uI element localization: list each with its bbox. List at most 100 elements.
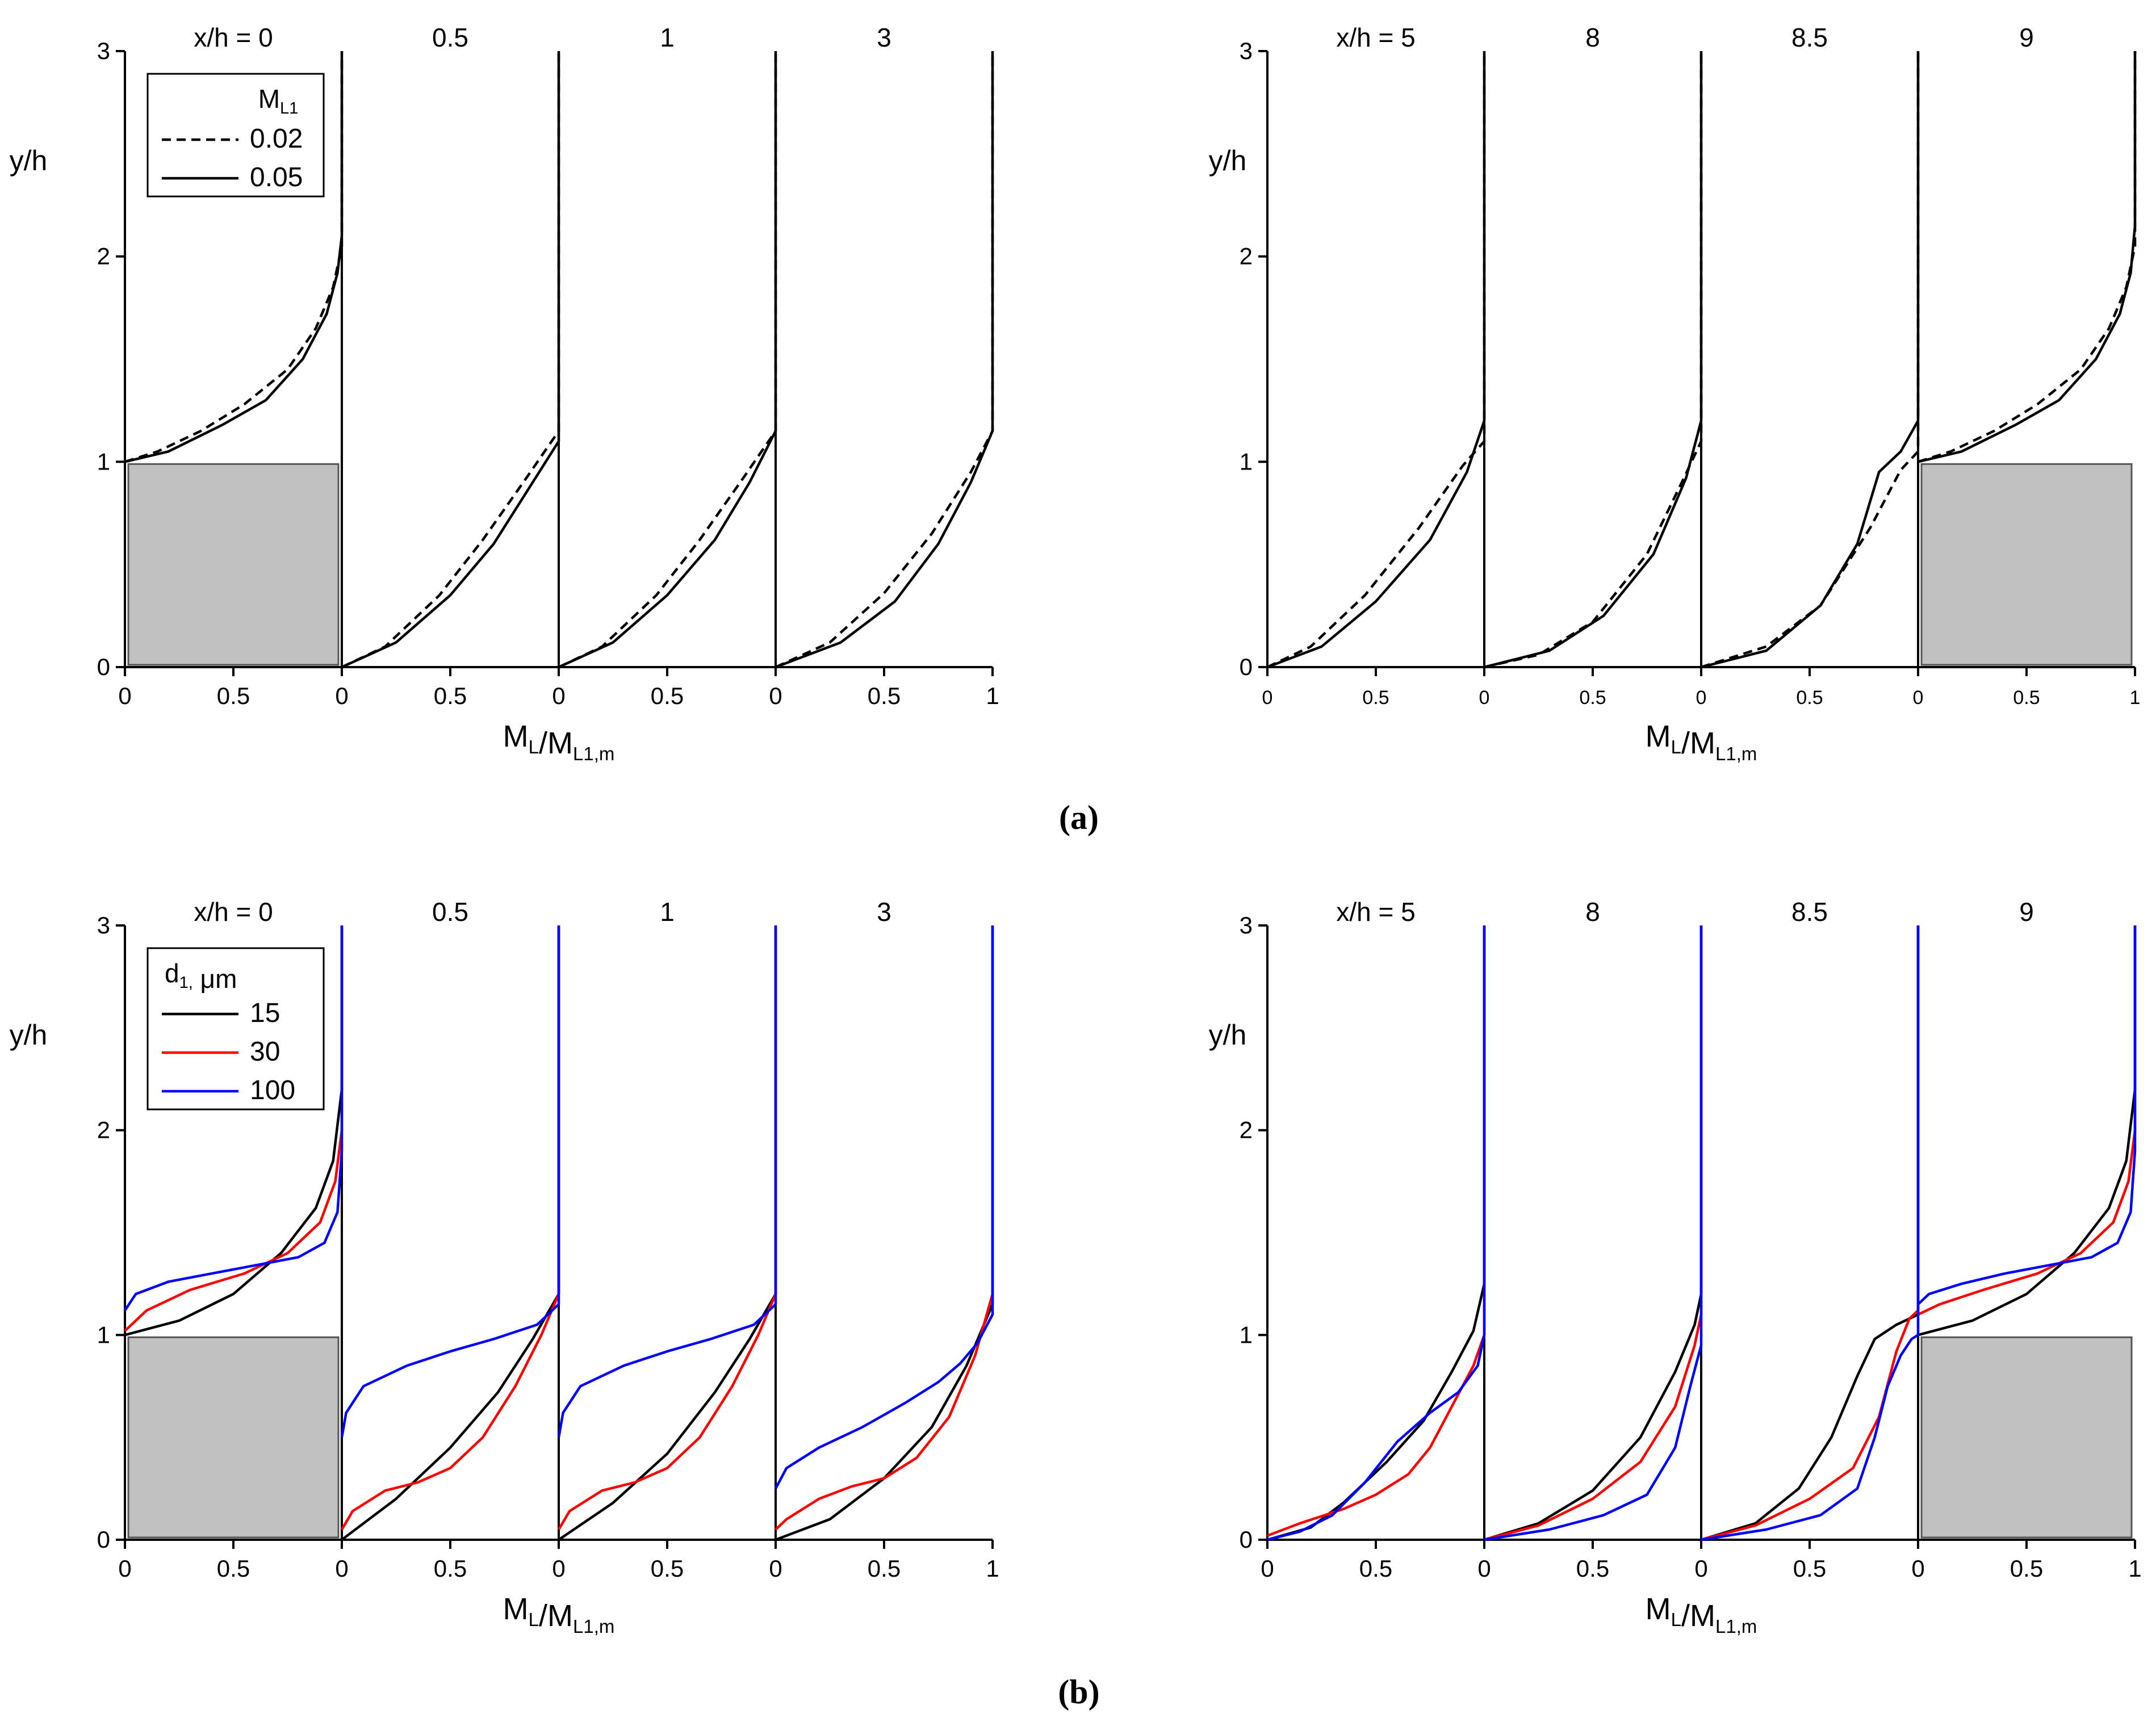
station-label: 1: [660, 23, 675, 52]
x-tick-label: 0.5: [1362, 687, 1389, 709]
profile-line-0.02-station-3: [775, 51, 994, 669]
x-tick-label: 0: [1261, 1555, 1274, 1582]
profile-line-15-station-3: [775, 925, 994, 1541]
x-tick-label: 0: [1911, 1555, 1924, 1582]
y-tick-label: 0: [1240, 1526, 1253, 1553]
station-label: x/h = 0: [194, 23, 273, 52]
station-label: 8: [1585, 23, 1600, 52]
profile-line-0.02-station-0: [1267, 51, 1486, 669]
legend-title: d1, μm: [165, 958, 237, 994]
x-tick-label: 0: [1479, 687, 1490, 709]
profile-line-30-station-2: [1701, 925, 1920, 1541]
profile-line-15-station-1: [341, 925, 560, 1541]
y-tick-label: 1: [97, 1321, 110, 1348]
profile-line-100-station-3: [1917, 925, 2137, 1305]
x-tick-label: 0.5: [1359, 1555, 1392, 1582]
station-label: 8.5: [1791, 23, 1828, 52]
obstacle-block: [1920, 1336, 2133, 1539]
profile-line-0.02-station-3: [1918, 51, 2137, 463]
legend-box: [146, 73, 325, 198]
station-label: 1: [660, 897, 675, 927]
chart-b-right: 0 1 2 3 0 0.5 0 0.5 0 0.5 0 0.5 1 x/h = 5 8 8.5 9 y/h ML/M…: [1209, 897, 2142, 1637]
legend-entry: 0.02: [250, 124, 303, 154]
x-tick-label: 0: [552, 682, 565, 709]
x-tick-label: 0.5: [651, 1555, 684, 1582]
station-label: 9: [2019, 897, 2034, 927]
y-tick-label: 0: [97, 1526, 110, 1553]
legend: ML1 0.02 0.05: [146, 73, 325, 198]
x-tick-label: 0: [335, 1555, 348, 1582]
profile-line-15-station-2: [1701, 925, 1920, 1541]
x-tick-label: 1: [2128, 1555, 2141, 1582]
legend-entry: 30: [250, 1037, 280, 1067]
x-tick-label: 0.5: [1793, 1555, 1826, 1582]
profile-line-30-station-0: [1267, 925, 1486, 1537]
profile-line-100-station-3: [775, 925, 994, 1489]
y-tick-label: 2: [1240, 1117, 1253, 1143]
station-label: x/h = 0: [194, 897, 273, 927]
y-tick-label: 3: [1240, 912, 1253, 938]
y-tick-label: 1: [1240, 1321, 1253, 1348]
x-tick-label: 0: [335, 682, 348, 709]
profile-line-0.02-station-2: [558, 51, 777, 669]
x-tick-label: 0.5: [1796, 687, 1823, 709]
x-tick-label: 0: [1477, 1555, 1491, 1582]
x-tick-label: 0.5: [434, 682, 467, 709]
profile-line-100-station-2: [557, 925, 777, 1438]
station-label: 9: [2019, 23, 2034, 52]
y-axis-label: y/h: [1209, 1019, 1247, 1051]
x-tick-label: 0.5: [868, 1555, 901, 1582]
profile-line-15-station-1: [1484, 925, 1703, 1541]
chart-a-right: 0 1 2 3 0 0.5 0 0.5 0 0.5 0 0.5 1 x/h = 5 8 8.5 9 y/h ML/M…: [1209, 23, 2141, 764]
legend-entry: 0.05: [250, 162, 303, 192]
profile-line-30-station-3: [775, 925, 994, 1531]
x-tick-label: 0: [552, 1555, 565, 1582]
profile-line-15-station-0: [1267, 925, 1486, 1541]
profile-line-0.05-station-2: [1701, 51, 1920, 669]
x-tick-label: 0.5: [1576, 1555, 1609, 1582]
station-label: 3: [877, 23, 891, 52]
x-axis-label: ML/ML1,m: [503, 1592, 615, 1637]
x-tick-label: 0: [769, 682, 782, 709]
profile-line-0.02-station-2: [1701, 51, 1920, 669]
profile-line-100-station-2: [1701, 925, 1920, 1541]
x-tick-label: 0.5: [1579, 687, 1606, 709]
x-tick-label: 0.5: [2010, 1555, 2043, 1582]
profile-line-0.05-station-3: [1918, 51, 2137, 463]
x-axis-label: ML/ML1,m: [503, 719, 615, 764]
profile-line-0.05-station-0: [124, 51, 344, 463]
profile-line-100-station-1: [1484, 925, 1703, 1541]
profile-line-0.05-station-2: [558, 51, 777, 669]
x-tick-label: 0.5: [217, 682, 250, 709]
y-tick-label: 0: [97, 653, 110, 680]
profile-line-0.05-station-1: [341, 51, 560, 669]
y-tick-label: 3: [97, 37, 110, 64]
x-tick-label: 0: [1262, 687, 1273, 709]
profile-line-30-station-0: [124, 925, 344, 1332]
y-tick-label: 1: [97, 448, 110, 475]
x-tick-label: 0.5: [434, 1555, 467, 1582]
profile-line-100-station-0: [1267, 925, 1486, 1541]
station-label: x/h = 5: [1336, 897, 1415, 927]
x-tick-label: 0: [1913, 687, 1924, 709]
obstacle-block: [127, 463, 340, 666]
station-label: 0.5: [432, 897, 468, 927]
profile-line-0.05-station-3: [775, 51, 994, 669]
y-tick-label: 2: [97, 243, 110, 270]
profile-line-0.02-station-1: [1484, 51, 1703, 669]
profile-line-30-station-2: [558, 925, 777, 1531]
profile-line-30-station-1: [341, 925, 560, 1531]
profile-line-0.05-station-1: [1484, 51, 1703, 669]
profile-line-30-station-3: [1918, 925, 2137, 1316]
y-axis-label: y/h: [10, 145, 48, 177]
profile-line-15-station-3: [1918, 925, 2137, 1336]
station-label: 8.5: [1791, 897, 1828, 927]
x-axis-label: ML/ML1,m: [1646, 1592, 1757, 1637]
x-tick-label: 0.5: [217, 1555, 250, 1582]
chart-a-left: 0 1 2 3 0 0.5 0 0.5 0 0.5 0 0.5 1 x/h = 0 0.5 1 3 y/h ML/M…: [10, 23, 999, 764]
x-tick-label: 0.5: [2013, 687, 2040, 709]
x-tick-label: 1: [986, 682, 999, 709]
x-tick-label: 1: [986, 1555, 999, 1582]
